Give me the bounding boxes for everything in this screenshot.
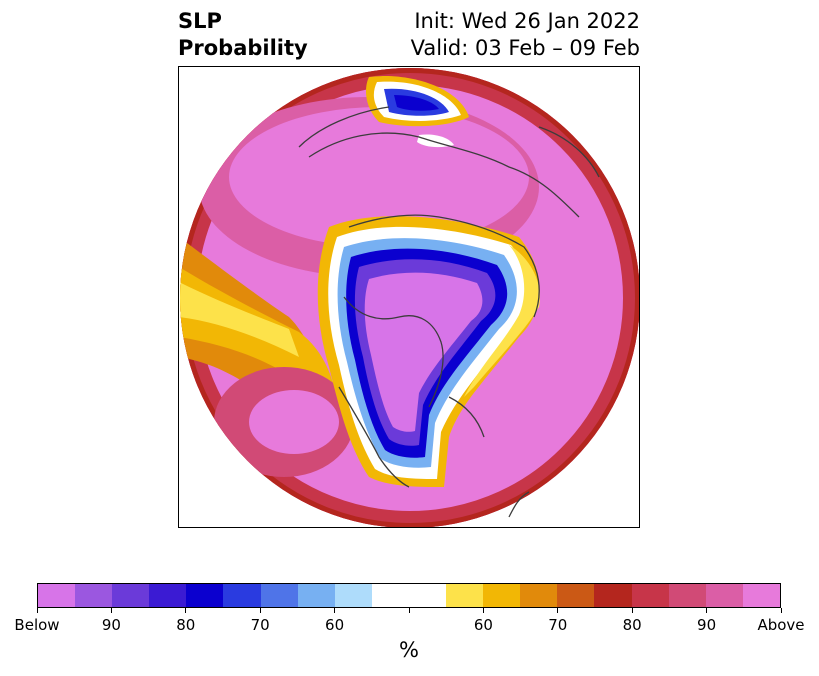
colorbar-segment [705,584,743,607]
coast-central-america [508,491,530,518]
title-type: Probability [178,36,308,60]
field-pink-lobe-inner [249,390,339,454]
colorbar-segment [371,584,409,607]
colorbar-tick [334,608,336,613]
field-lightyellow-left [180,282,299,357]
colorbar-segment [149,584,187,607]
colorbar-segment [557,584,595,607]
colorbar-segment [594,584,632,607]
colorbar-tick [706,608,708,613]
colorbar-tick [110,608,112,613]
field-neg-below-core [364,272,483,432]
colorbar-tick-label: Above [757,616,805,634]
colorbar-tick [408,608,410,613]
colorbar-segment [75,584,113,607]
colorbar-segment [631,584,669,607]
colorbar-tick-label: Below [14,616,60,634]
coast-canada [448,396,485,438]
colorbar-segment [297,584,335,607]
colorbar [37,583,781,608]
polar-map [180,68,639,527]
coast-north-america [338,386,410,488]
colorbar-unit-label: % [399,638,419,662]
colorbar-tick [36,608,38,613]
colorbar-tick [631,608,633,613]
field-top-darkblue [394,95,439,111]
title-valid: Valid: 03 Feb – 09 Feb [410,36,640,60]
colorbar-segment [408,584,447,607]
colorbar-segment [334,584,372,607]
coast-europe [298,106,390,148]
title-init: Init: Wed 26 Jan 2022 [414,9,640,33]
colorbar-segment [38,584,76,607]
map-frame [178,66,640,528]
colorbar-segment [483,584,521,607]
colorbar-tick-label: 60 [325,616,345,634]
coast-greenland [343,296,444,408]
colorbar-tick-label: 80 [176,616,196,634]
colorbar-segment [446,584,484,607]
colorbar-tick-label: 80 [622,616,642,634]
colorbar-segment [186,584,224,607]
coast-asia-north [538,126,600,178]
colorbar-tick [185,608,187,613]
coast-arctic-eurasia [348,214,540,318]
coast-eurasia [308,132,580,218]
colorbar-tick-label: 60 [473,616,493,634]
colorbar-segment [520,584,558,607]
coastlines [298,106,600,518]
colorbar-segment [223,584,261,607]
title-left: SLP Probability [178,8,308,62]
colorbar-tick [259,608,261,613]
colorbar-tick-label: 70 [250,616,270,634]
colorbar-tick [780,608,782,613]
colorbar-tick-label: 90 [101,616,121,634]
colorbar-segment [112,584,150,607]
field-top-white-2 [417,134,454,148]
colorbar-tick-label: 90 [697,616,717,634]
colorbar-tick [557,608,559,613]
title-right: Init: Wed 26 Jan 2022 Valid: 03 Feb – 09… [411,8,640,62]
probability-field [180,68,639,527]
colorbar-segment [260,584,298,607]
colorbar-segment [742,584,780,607]
field-edge-yellow-right [464,245,540,397]
title-variable: SLP [178,9,222,33]
colorbar-tick-label: 70 [548,616,568,634]
colorbar-tick [482,608,484,613]
colorbar-segment [668,584,706,607]
